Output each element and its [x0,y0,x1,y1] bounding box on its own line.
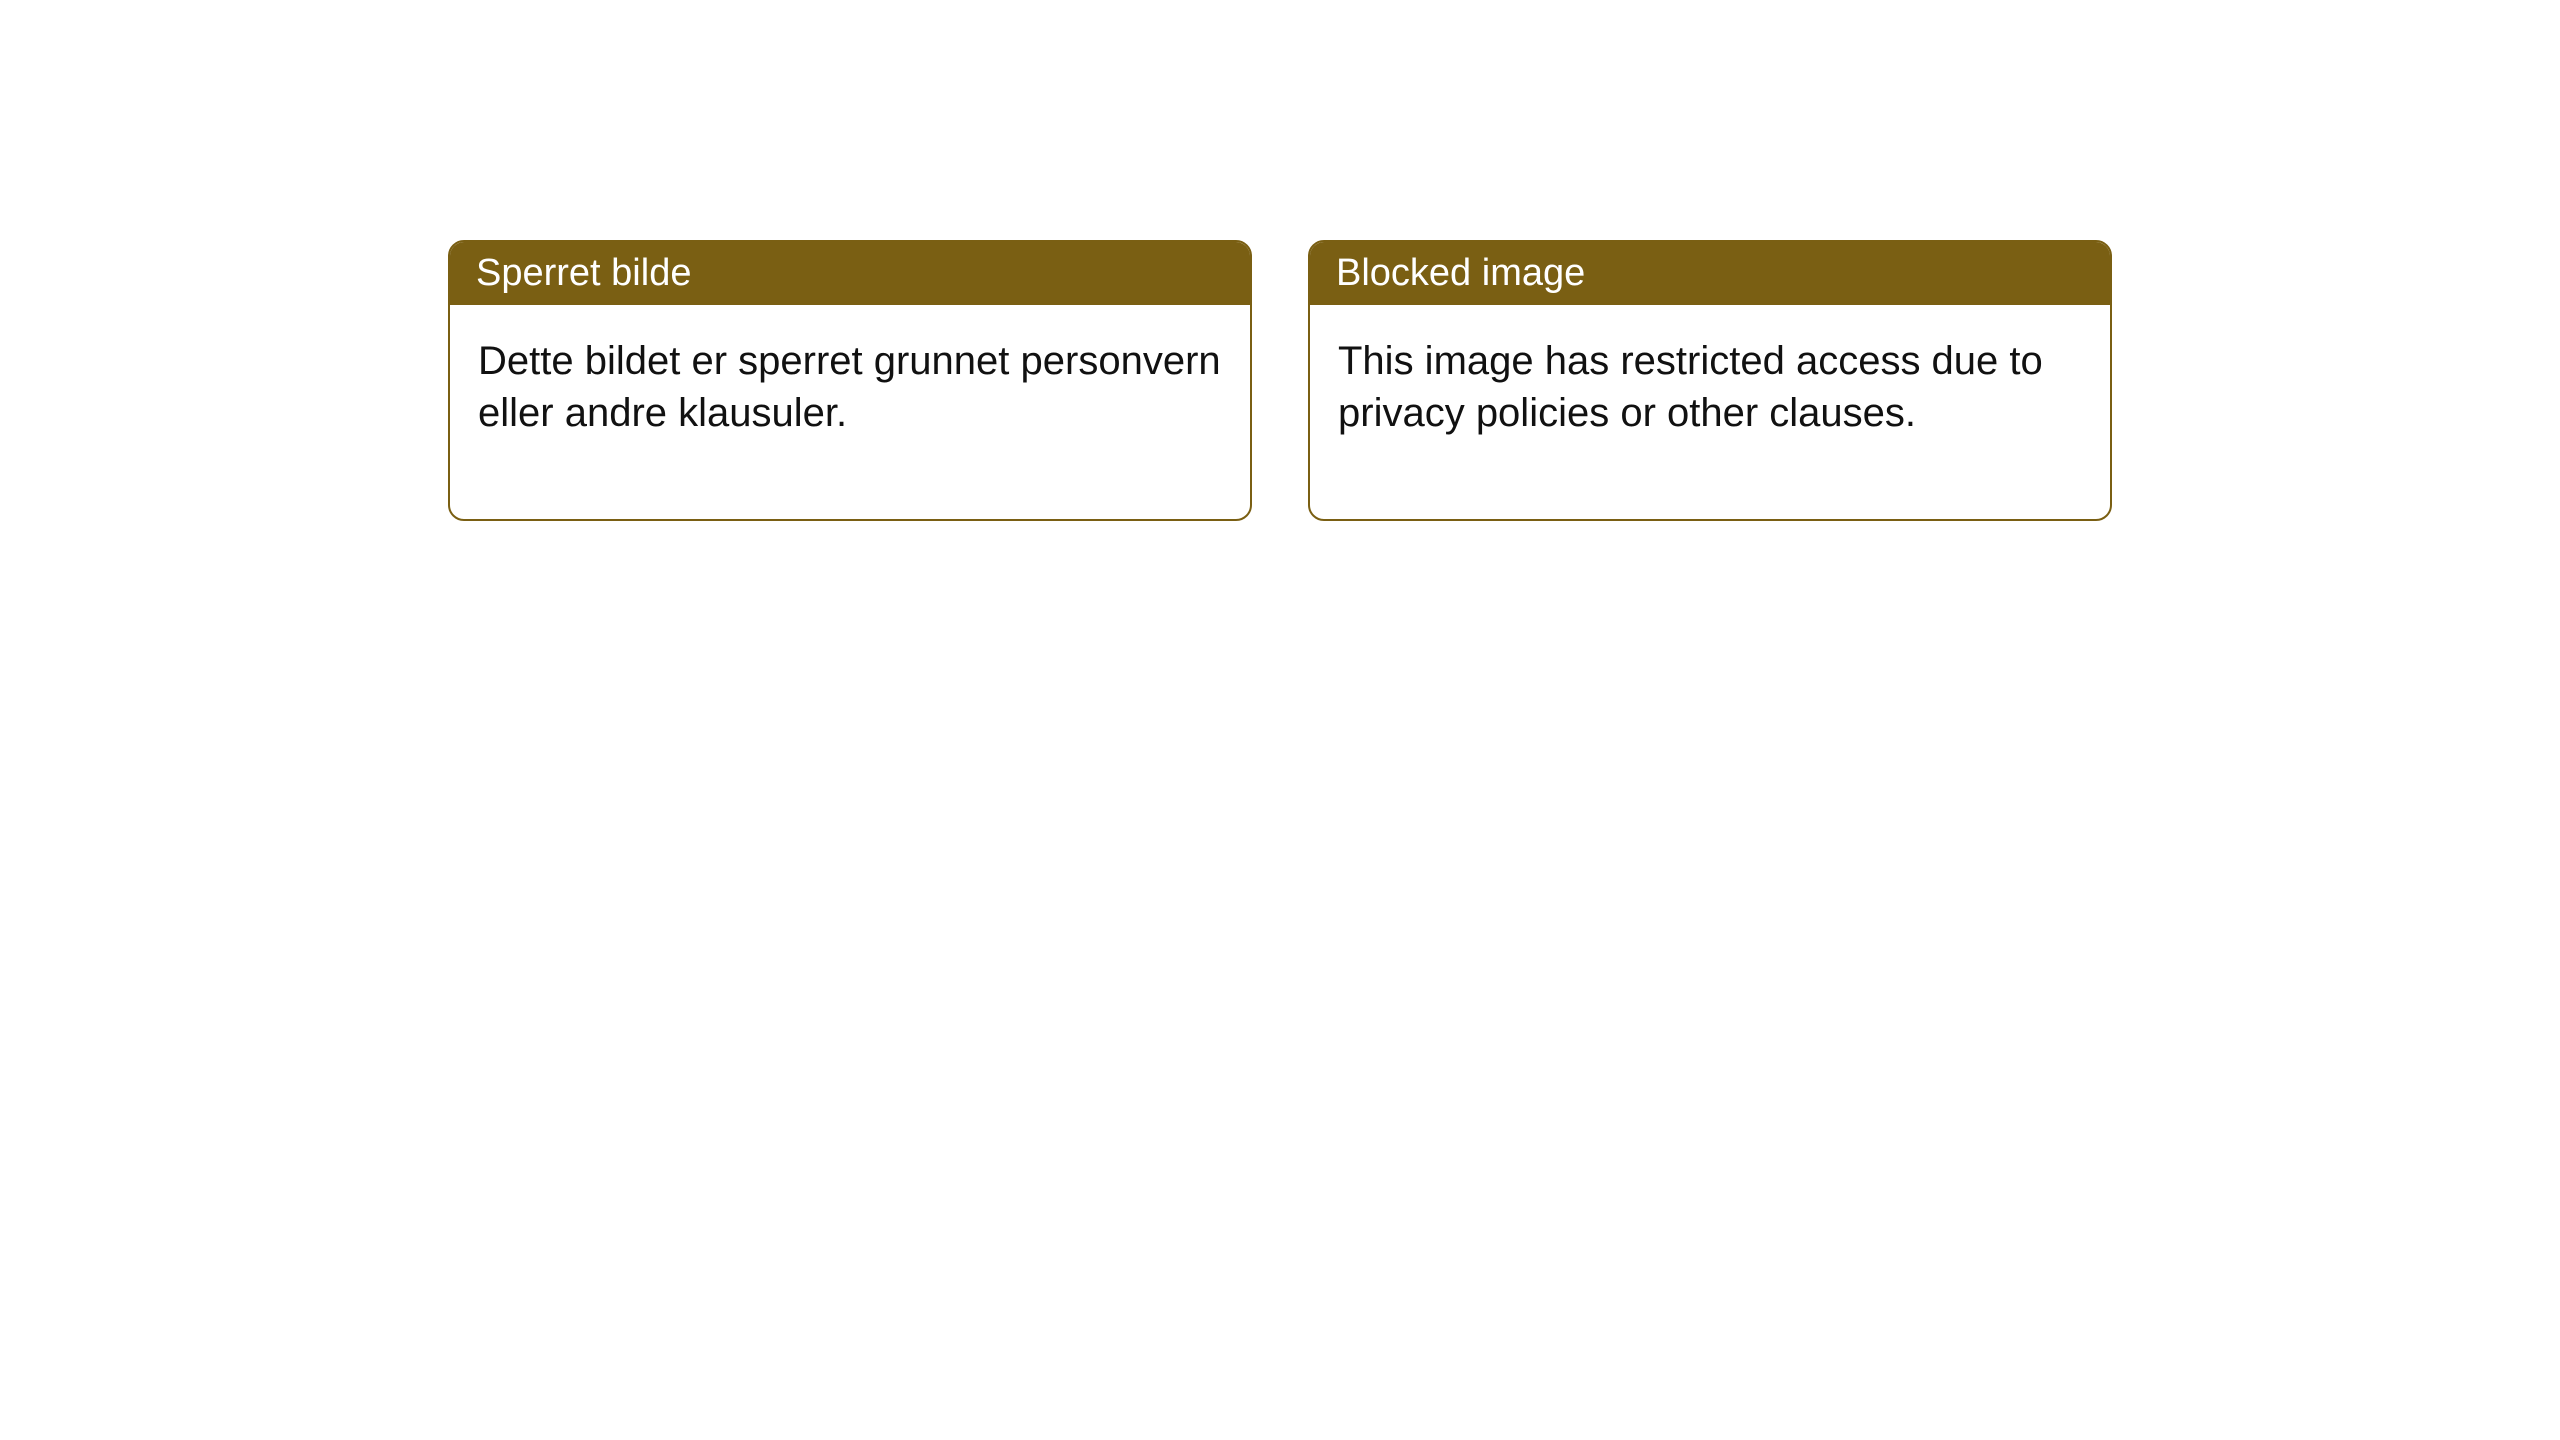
notice-box-norwegian: Sperret bilde Dette bildet er sperret gr… [448,240,1252,521]
notice-body: This image has restricted access due to … [1310,305,2110,519]
notice-box-english: Blocked image This image has restricted … [1308,240,2112,521]
notice-title: Sperret bilde [450,242,1250,305]
notice-body: Dette bildet er sperret grunnet personve… [450,305,1250,519]
notices-container: Sperret bilde Dette bildet er sperret gr… [448,240,2112,521]
notice-title: Blocked image [1310,242,2110,305]
